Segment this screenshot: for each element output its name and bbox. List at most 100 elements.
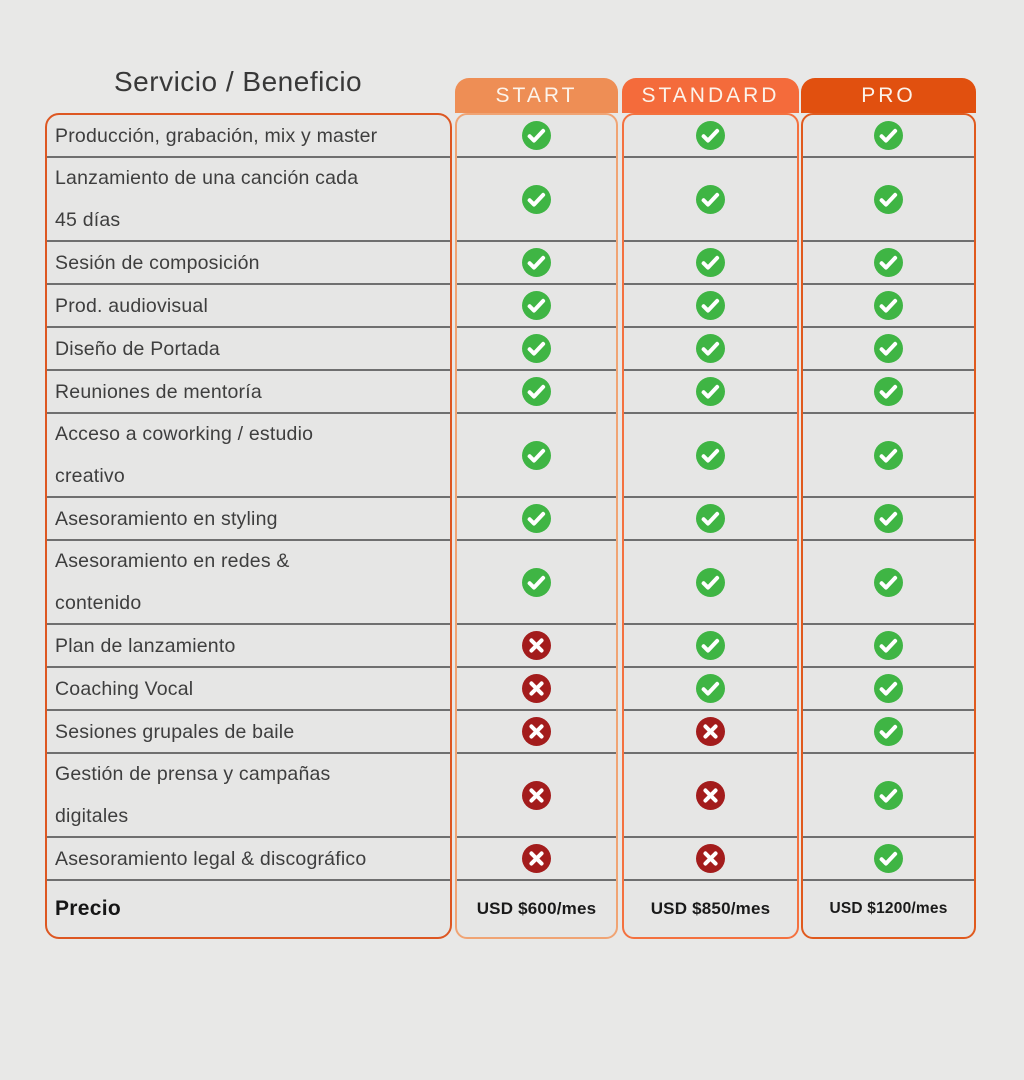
- check-icon: [874, 567, 903, 597]
- cross-icon: [696, 780, 725, 810]
- plan-cell-row: [457, 242, 616, 285]
- plan-cell-row: [803, 414, 974, 498]
- plan-cell-row: [624, 754, 797, 838]
- plan-price-row: USD $600/mes: [457, 881, 616, 937]
- price-row-label: Precio: [55, 897, 121, 920]
- check-icon: [522, 291, 551, 320]
- plan-cell-row: [624, 541, 797, 625]
- check-icon: [874, 674, 903, 703]
- feature-row: Asesoramiento en redes & contenido: [47, 541, 450, 625]
- plan-cell-row: [803, 285, 974, 328]
- check-icon: [696, 291, 725, 320]
- plan-header-pro: PRO: [801, 78, 976, 113]
- check-icon: [522, 334, 551, 363]
- check-icon: [696, 631, 725, 660]
- page-title: Servicio / Beneficio: [114, 66, 363, 97]
- plan-cell-row: [457, 285, 616, 328]
- feature-label: Asesoramiento en styling: [55, 507, 278, 530]
- comparison-table: Producción, grabación, mix y master Lanza…: [45, 78, 976, 939]
- plan-cell-row: [803, 371, 974, 414]
- feature-label: Sesiones grupales de baile: [55, 720, 295, 743]
- feature-row: Coaching Vocal: [47, 668, 450, 711]
- plan-cell-row: [457, 371, 616, 414]
- plan-cell-row: [457, 158, 616, 242]
- check-icon: [874, 440, 903, 470]
- cross-icon: [522, 780, 551, 810]
- check-icon: [696, 567, 725, 597]
- plan-body-standard: USD $850/mes: [622, 113, 799, 939]
- feature-row: Plan de lanzamiento: [47, 625, 450, 668]
- feature-row: Asesoramiento legal & discográfico: [47, 838, 450, 881]
- cross-icon: [696, 717, 725, 746]
- check-icon: [874, 631, 903, 660]
- plan-cell-row: [803, 711, 974, 754]
- plan-cell-row: [803, 115, 974, 158]
- plan-cell-row: [457, 541, 616, 625]
- plan-cell-row: [803, 242, 974, 285]
- plan-cell-row: [624, 838, 797, 881]
- plan-cell-row: [457, 668, 616, 711]
- plan-cell-row: [624, 328, 797, 371]
- feature-row: Lanzamiento de una canción cada 45 días: [47, 158, 450, 242]
- feature-row: Asesoramiento en styling: [47, 498, 450, 541]
- feature-row: Sesiones grupales de baile: [47, 711, 450, 754]
- check-icon: [874, 377, 903, 406]
- plan-cell-row: [457, 498, 616, 541]
- plan-cell-row: [457, 625, 616, 668]
- feature-label: Asesoramiento en redes & contenido: [55, 550, 290, 614]
- plan-price-row: USD $1200/mes: [803, 881, 974, 937]
- check-icon: [522, 248, 551, 277]
- plan-column-pro: PRO USD $1200/mes: [801, 78, 976, 939]
- check-icon: [696, 440, 725, 470]
- check-icon: [522, 504, 551, 533]
- feature-label: Plan de lanzamiento: [55, 634, 236, 657]
- feature-row: Acceso a coworking / estudio creativo: [47, 414, 450, 498]
- check-icon: [874, 780, 903, 810]
- check-icon: [522, 184, 551, 214]
- feature-label: Asesoramiento legal & discográfico: [55, 847, 367, 870]
- plan-column-start: START USD $600/mes: [455, 78, 618, 939]
- feature-label: Diseño de Portada: [55, 337, 220, 360]
- check-icon: [696, 674, 725, 703]
- feature-list-card: Producción, grabación, mix y master Lanza…: [45, 113, 452, 939]
- plan-cell-row: [624, 242, 797, 285]
- plan-cell-row: [624, 498, 797, 541]
- plan-header-standard: STANDARD: [622, 78, 799, 113]
- plan-cell-row: [457, 328, 616, 371]
- check-icon: [696, 248, 725, 277]
- check-icon: [522, 440, 551, 470]
- feature-label: Acceso a coworking / estudio creativo: [55, 423, 314, 487]
- feature-label: Producción, grabación, mix y master: [55, 124, 378, 147]
- feature-row: Sesión de composición: [47, 242, 450, 285]
- feature-label: Reuniones de mentoría: [55, 380, 262, 403]
- cross-icon: [696, 844, 725, 873]
- price-value: USD $600/mes: [476, 899, 597, 918]
- cross-icon: [522, 674, 551, 703]
- check-icon: [874, 291, 903, 320]
- feature-label: Lanzamiento de una canción cada 45 días: [55, 167, 359, 231]
- plan-cell-row: [624, 158, 797, 242]
- plan-cell-row: [457, 838, 616, 881]
- check-icon: [522, 377, 551, 406]
- plan-body-start: USD $600/mes: [455, 113, 618, 939]
- plan-cell-row: [803, 498, 974, 541]
- plan-cell-row: [457, 115, 616, 158]
- plan-header-start: START: [455, 78, 618, 113]
- price-row: Precio: [47, 881, 450, 937]
- feature-row: Producción, grabación, mix y master: [47, 115, 450, 158]
- plan-cell-row: [803, 838, 974, 881]
- plan-cell-row: [803, 625, 974, 668]
- check-icon: [696, 377, 725, 406]
- cross-icon: [522, 844, 551, 873]
- plan-cell-row: [624, 371, 797, 414]
- plan-cell-row: [803, 754, 974, 838]
- feature-label: Prod. audiovisual: [55, 294, 208, 317]
- plan-cell-row: [624, 115, 797, 158]
- plan-cell-row: [624, 625, 797, 668]
- plan-column-standard: STANDARD USD $850/mes: [622, 78, 799, 939]
- check-icon: [522, 121, 551, 150]
- check-icon: [874, 184, 903, 214]
- check-icon: [874, 504, 903, 533]
- check-icon: [696, 121, 725, 150]
- feature-row: Diseño de Portada: [47, 328, 450, 371]
